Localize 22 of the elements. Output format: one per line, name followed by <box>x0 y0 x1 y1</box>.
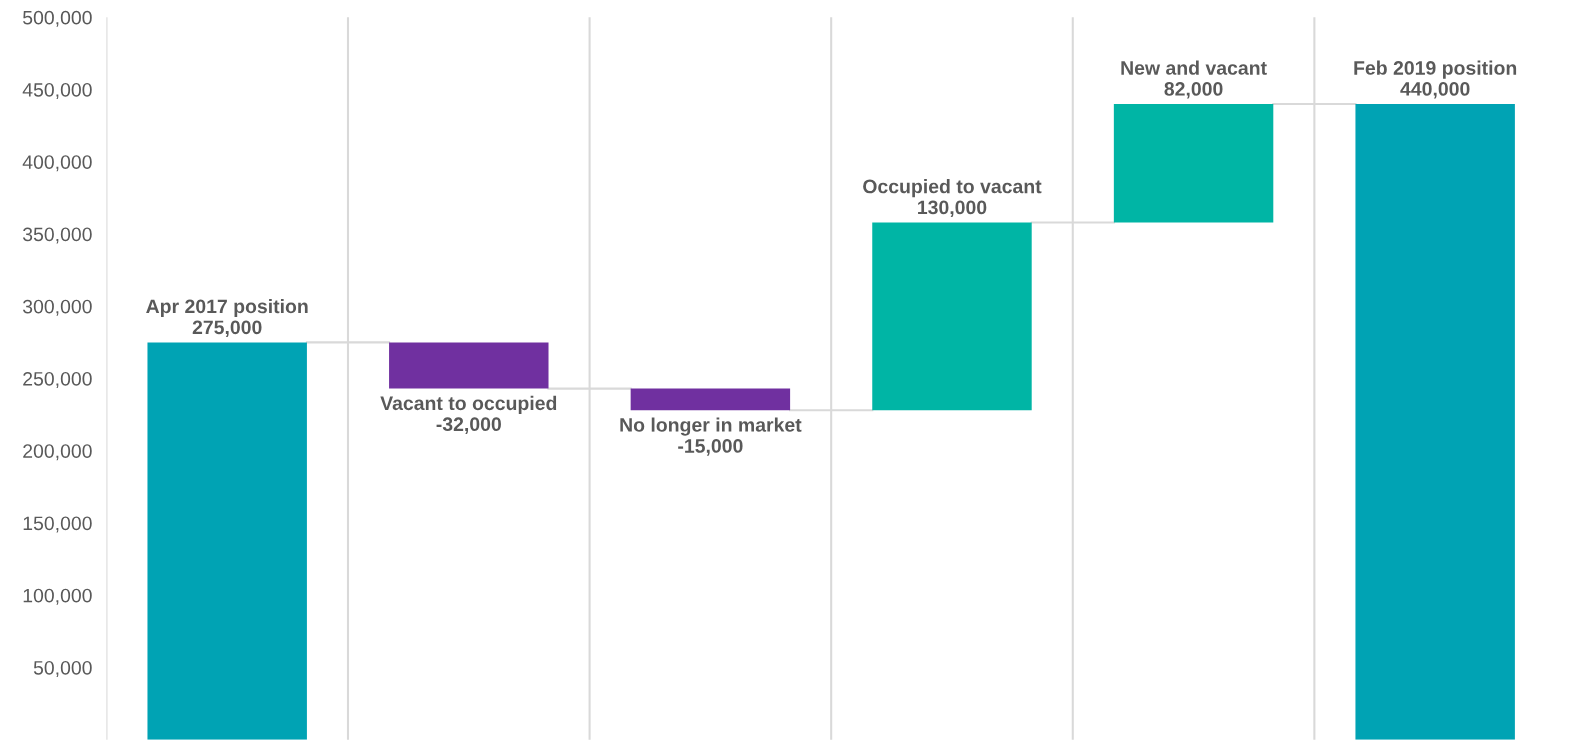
data-label: 82,000 <box>1164 82 1223 99</box>
x-tick-label: Vacant to occupied <box>380 395 557 414</box>
y-tick-label: 450,000 <box>22 82 92 100</box>
y-tick-label: 400,000 <box>22 155 92 172</box>
x-tick-label: Feb 2019 position <box>1354 60 1517 79</box>
x-tick-label: New and vacant <box>1121 60 1267 75</box>
y-tick-label: 300,000 <box>22 299 92 316</box>
x-tick-label: Apr 2017 position <box>146 298 308 318</box>
y-tick-label: 200,000 <box>23 444 92 461</box>
y-tick-label: 500,000 <box>23 10 92 27</box>
data-label: -32,000 <box>436 417 501 434</box>
data-label: 440,000 <box>1400 82 1470 99</box>
y-tick-label: 150,000 <box>23 516 92 533</box>
y-tick-label: 250,000 <box>23 371 92 389</box>
data-label: -15,000 <box>678 439 743 456</box>
y-tick-label: 50,000 <box>33 660 92 678</box>
data-label: 275,000 <box>192 320 262 338</box>
y-tick-label: 100,000 <box>23 588 92 605</box>
y-tick-label: 350,000 <box>22 227 92 244</box>
x-tick-label: Occupied to vacant <box>863 179 1042 198</box>
data-label: 130,000 <box>918 200 987 218</box>
x-tick-label: No longer in market <box>620 417 802 436</box>
